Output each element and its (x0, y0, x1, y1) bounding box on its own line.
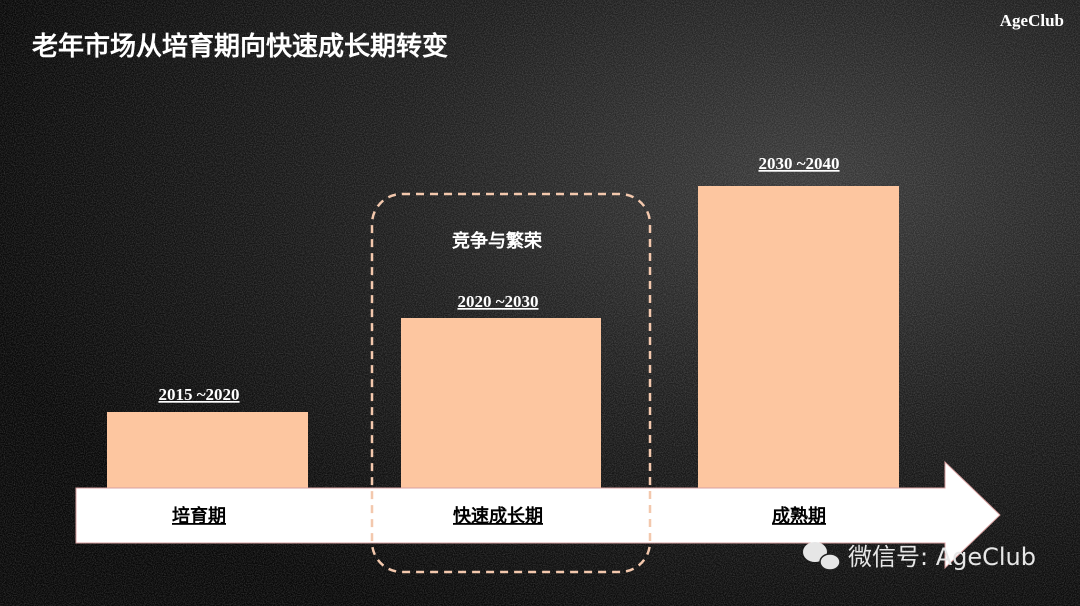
period-label: 2020 ~2030 (457, 292, 538, 311)
period-label: 2030 ~2040 (758, 154, 839, 173)
brand: AgeClub (1000, 11, 1064, 30)
watermark: 微信号: AgeClub (848, 543, 1036, 571)
slide-title: 老年市场从培育期向快速成长期转变 (32, 31, 448, 62)
stage-bar (107, 412, 308, 490)
stage-bar (401, 318, 601, 490)
highlight-label: 竞争与繁荣 (452, 230, 543, 252)
stage-label: 培育期 (172, 505, 226, 527)
wechat-icon (803, 542, 841, 571)
stage-label: 快速成长期 (453, 505, 543, 527)
highlight-box (370, 192, 652, 574)
stage-label: 成熟期 (772, 505, 826, 527)
stage-bar (698, 186, 899, 490)
timeline-arrow (75, 460, 1001, 570)
period-label: 2015 ~2020 (158, 385, 239, 404)
